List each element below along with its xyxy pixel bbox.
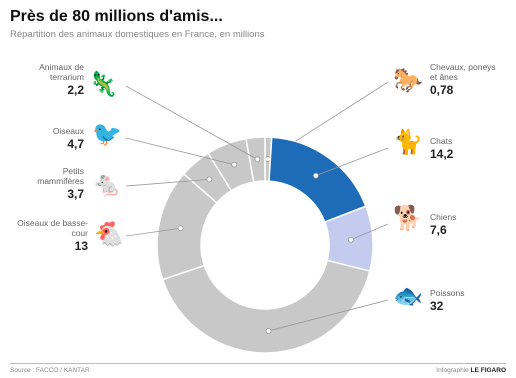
label-poissons-value: 32 <box>430 299 444 313</box>
leader-line-rongeurs <box>125 179 210 187</box>
label-rongeurs: Petits mammifères 3,7 <box>14 166 84 201</box>
credit-brand: LE FIGARO <box>470 367 506 374</box>
leader-line-chiens <box>350 223 389 241</box>
leader-dot-poissons <box>265 328 272 334</box>
hen-icon: 🐔 <box>94 221 124 248</box>
label-chiens-value: 7,6 <box>430 223 447 237</box>
label-chiens-name: Chiens <box>430 212 457 222</box>
source-note: Source : FACCO / KANTAR <box>10 367 90 374</box>
credit: Infographie LE FIGARO <box>436 367 506 374</box>
footer-divider <box>10 363 506 364</box>
leader-line-oiseaux <box>125 137 235 166</box>
donut-slice-poissons <box>161 259 371 354</box>
label-chevaux: Chevaux, poneys et ânes 0,78 <box>430 62 502 97</box>
label-volaille-value: 13 <box>74 239 88 253</box>
label-oiseaux-name: Oiseaux <box>52 126 84 136</box>
bird-icon: 🐦 <box>92 121 122 148</box>
cat-icon: 🐈 <box>393 129 423 156</box>
label-chevaux-name: Chevaux, poneys et ânes <box>430 62 496 82</box>
label-chats-name: Chats <box>430 136 453 146</box>
label-volaille-name: Oiseaux de basse-cour <box>17 218 88 238</box>
dog-icon: 🐕 <box>393 205 423 232</box>
label-volaille: Oiseaux de basse-cour 13 <box>14 218 88 253</box>
label-rongeurs-name: Petits mammifères <box>37 166 84 186</box>
chart-subtitle: Répartition des animaux domestiques en F… <box>10 29 265 40</box>
fish-icon: 🐟 <box>393 283 423 310</box>
chart-title: Près de 80 millions d'amis... <box>10 8 223 25</box>
leader-dot-volaille <box>177 225 184 232</box>
horse-icon: 🐎 <box>393 67 423 94</box>
leader-dot-chiens <box>347 236 354 243</box>
label-poissons: Poissons 32 <box>430 288 502 313</box>
label-chats-value: 14,2 <box>430 147 454 161</box>
leader-line-terrarium <box>125 85 258 160</box>
label-rongeurs-value: 3,7 <box>67 187 84 201</box>
leader-dot-chevaux <box>264 156 271 162</box>
leader-line-poissons <box>268 299 389 332</box>
rodent-icon: 🐁 <box>92 171 122 198</box>
leader-dot-terrarium <box>254 156 261 163</box>
label-terrarium-value: 2,2 <box>67 83 84 97</box>
label-chats: Chats 14,2 <box>430 136 502 161</box>
leader-dot-rongeurs <box>206 176 213 183</box>
leader-dot-oiseaux <box>231 161 238 168</box>
label-oiseaux: Oiseaux 4,7 <box>14 126 84 151</box>
leader-line-chats <box>315 147 389 177</box>
leader-line-volaille <box>125 227 181 237</box>
label-poissons-name: Poissons <box>430 288 465 298</box>
label-terrarium: Animaux de terrarium 2,2 <box>14 62 84 97</box>
lizard-icon: 🦎 <box>88 71 118 98</box>
leader-dot-chats <box>312 172 319 179</box>
credit-prefix: Infographie <box>436 367 469 374</box>
donut-slice-chats <box>268 136 367 224</box>
label-oiseaux-value: 4,7 <box>67 137 84 151</box>
label-chiens: Chiens 7,6 <box>430 212 502 237</box>
label-chevaux-value: 0,78 <box>430 83 454 97</box>
label-terrarium-name: Animaux de terrarium <box>39 62 84 82</box>
